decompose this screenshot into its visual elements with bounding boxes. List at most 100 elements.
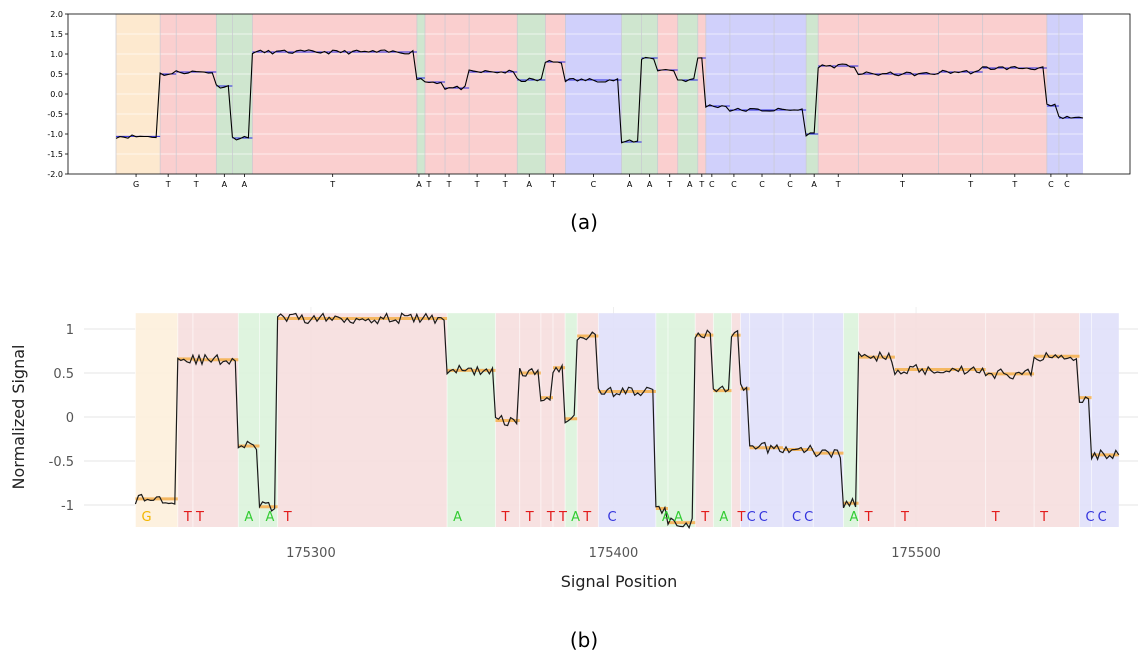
x-tick-label: 175500 — [891, 546, 941, 561]
base-region — [519, 313, 541, 527]
caption-b: (b) — [570, 628, 598, 652]
base-region — [192, 313, 239, 527]
caption-a: (a) — [570, 210, 598, 234]
x-tick-label: C — [759, 180, 765, 189]
base-region — [1079, 313, 1092, 527]
y-tick-label: -1.5 — [47, 150, 63, 159]
x-tick-label: C — [731, 180, 737, 189]
base-label: C — [1098, 510, 1107, 525]
y-tick-label: -0.5 — [49, 455, 74, 470]
x-tick-label: 175400 — [589, 546, 639, 561]
base-region — [1091, 313, 1119, 527]
base-region — [177, 313, 193, 527]
base-region — [749, 313, 783, 527]
base-label: C — [804, 510, 813, 525]
base-label: A — [266, 510, 275, 525]
x-tick-label: T — [474, 180, 480, 189]
y-tick-label: 0.5 — [50, 70, 63, 79]
base-region — [731, 313, 741, 527]
y-axis-label: Normalized Signal — [9, 345, 28, 490]
base-region — [552, 313, 566, 527]
x-tick-label: A — [687, 180, 693, 189]
x-tick-label: A — [416, 180, 422, 189]
base-label: T — [183, 510, 192, 525]
base-label: T — [546, 510, 555, 525]
y-tick-label: 0.0 — [50, 90, 63, 99]
x-tick-label: T — [835, 180, 841, 189]
base-label: A — [453, 510, 462, 525]
base-region — [598, 313, 656, 527]
base-label: T — [501, 510, 510, 525]
base-region — [1034, 313, 1080, 527]
base-region — [695, 313, 714, 527]
base-label: T — [1039, 510, 1048, 525]
y-tick-label: 0.5 — [53, 367, 74, 382]
x-tick-label: C — [787, 180, 793, 189]
base-label: T — [195, 510, 204, 525]
y-tick-label: -1 — [61, 499, 74, 514]
y-tick-label: 1.0 — [50, 50, 63, 59]
base-label: C — [747, 510, 756, 525]
x-tick-label: T — [446, 180, 452, 189]
x-tick-label: T — [698, 180, 704, 189]
base-region — [713, 313, 732, 527]
base-label: T — [283, 510, 292, 525]
base-label: C — [607, 510, 616, 525]
signal-trace — [115, 49, 1084, 144]
x-tick-label: T — [426, 180, 432, 189]
base-label: C — [759, 510, 768, 525]
base-label: A — [850, 510, 859, 525]
base-region — [277, 313, 448, 527]
x-tick-label: T — [502, 180, 508, 189]
x-tick-label: A — [647, 180, 653, 189]
base-label: T — [525, 510, 534, 525]
panel-a-chart: 2.01.51.00.50.0-0.5-1.0-1.5-2.0G T T A A T A T T… — [47, 10, 1131, 189]
y-tick-label: -0.5 — [47, 110, 63, 119]
base-label: T — [900, 510, 909, 525]
y-tick-label: 0 — [66, 411, 74, 426]
x-tick-label: T — [165, 180, 171, 189]
y-tick-label: -1.0 — [47, 130, 63, 139]
x-tick-label: A — [222, 180, 228, 189]
signal-trace — [134, 312, 1120, 530]
x-tick-label: C — [1064, 180, 1070, 189]
base-region — [813, 313, 844, 527]
x-tick-label: T — [193, 180, 199, 189]
base-region — [740, 313, 750, 527]
x-axis-label: Signal Position — [561, 572, 678, 591]
x-tick-label: A — [811, 180, 817, 189]
base-label: T — [737, 510, 746, 525]
base-region — [782, 313, 814, 527]
base-label: A — [244, 510, 253, 525]
base-label: T — [558, 510, 567, 525]
x-tick-label: T — [967, 180, 973, 189]
base-region — [655, 313, 668, 527]
x-tick-label: A — [627, 180, 633, 189]
base-label: A — [571, 510, 580, 525]
base-region — [238, 313, 260, 527]
y-tick-label: 2.0 — [50, 10, 63, 19]
x-tick-label: T — [1011, 180, 1017, 189]
x-tick-label: 175300 — [286, 546, 336, 561]
base-label: T — [991, 510, 1000, 525]
base-label: A — [719, 510, 728, 525]
base-label: A — [662, 510, 671, 525]
x-tick-label: T — [666, 180, 672, 189]
base-label: C — [792, 510, 801, 525]
x-tick-label: T — [550, 180, 556, 189]
x-tick-label: A — [242, 180, 248, 189]
base-label: G — [141, 510, 151, 525]
x-tick-label: G — [133, 180, 139, 189]
base-region — [259, 313, 278, 527]
y-tick-label: -2.0 — [47, 170, 63, 179]
x-tick-label: T — [899, 180, 905, 189]
base-region — [135, 313, 178, 527]
base-label: T — [582, 510, 591, 525]
base-region — [843, 313, 859, 527]
panel-b-chart: G T T A A T A T T T T A T C A A T A T C C C C A T T T T C C10.50-0.5-… — [9, 307, 1138, 591]
x-tick-label: C — [1048, 180, 1054, 189]
x-tick-label: A — [527, 180, 533, 189]
base-label: T — [700, 510, 709, 525]
base-label: C — [1086, 510, 1095, 525]
